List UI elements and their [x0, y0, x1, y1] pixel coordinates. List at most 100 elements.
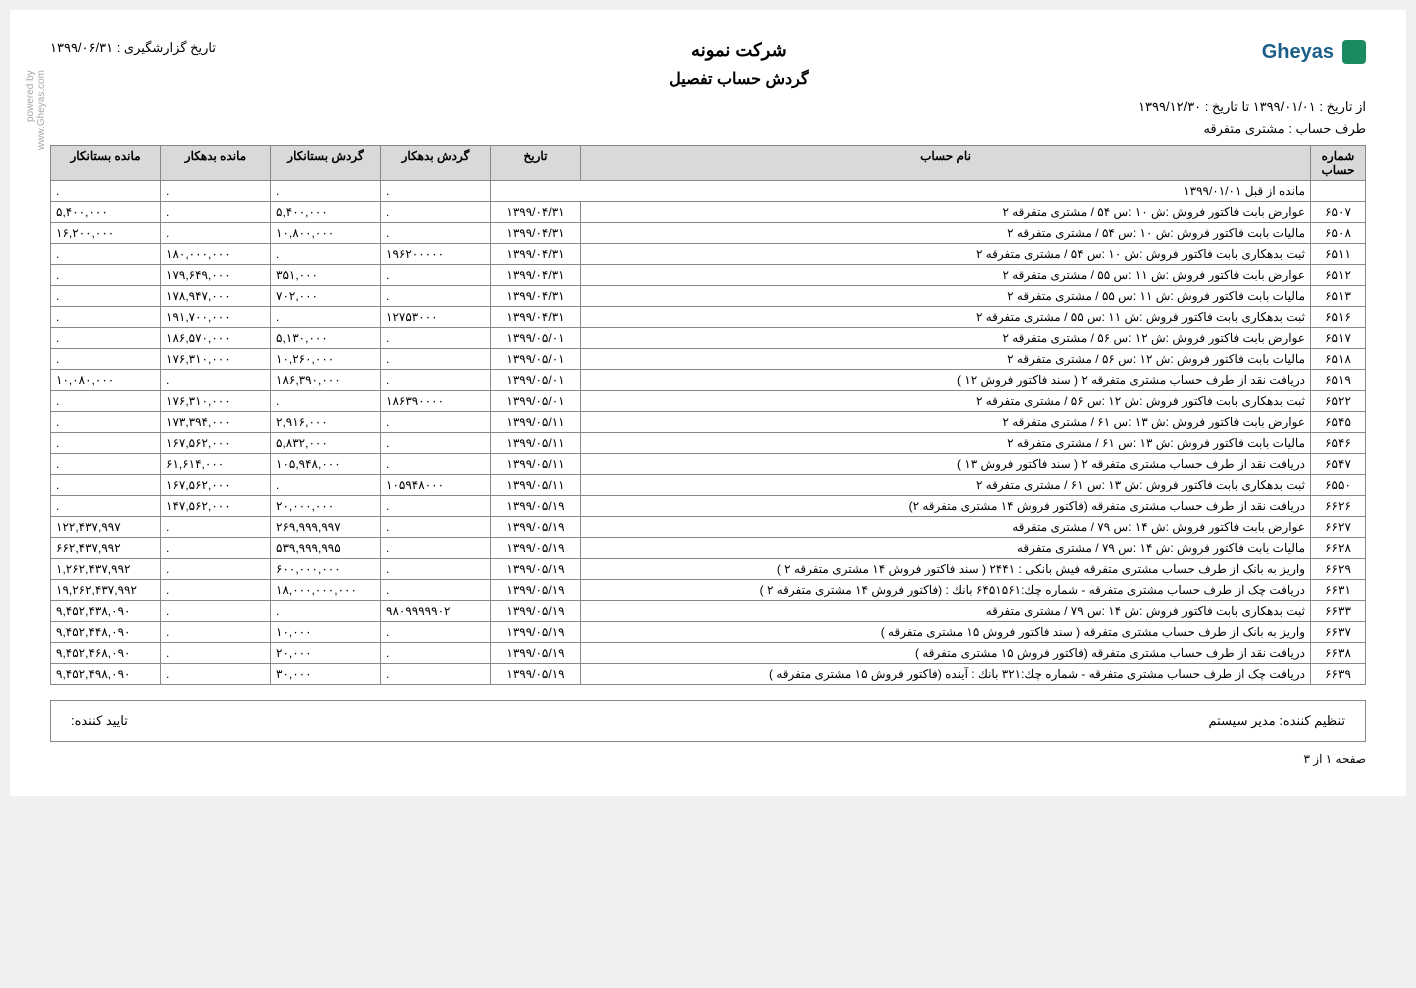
cell-cb: ۱۲۲,۴۳۷,۹۹۷ [51, 517, 161, 538]
cell-ct: . [271, 391, 381, 412]
cell-cb: ۱,۲۶۲,۴۳۷,۹۹۲ [51, 559, 161, 580]
cell-db: ۱۷۶,۳۱۰,۰۰۰ [161, 391, 271, 412]
opening-cb: . [51, 181, 161, 202]
cell-date: ۱۳۹۹/۰۴/۳۱ [491, 307, 581, 328]
cell-ct: ۱۰,۸۰۰,۰۰۰ [271, 223, 381, 244]
cell-dt: . [381, 559, 491, 580]
cell-no: ۶۵۰۸ [1311, 223, 1366, 244]
cell-name: عوارض بابت فاکتور فروش :ش ۱۰ :س ۵۴ / مشت… [581, 202, 1311, 223]
cell-no: ۶۶۳۸ [1311, 643, 1366, 664]
cell-no: ۶۵۴۵ [1311, 412, 1366, 433]
cell-date: ۱۳۹۹/۰۵/۰۱ [491, 391, 581, 412]
cell-date: ۱۳۹۹/۰۵/۱۹ [491, 622, 581, 643]
table-row: ۶۶۲۹واریز به بانک از طرف حساب مشتری متفر… [51, 559, 1366, 580]
header: Gheyas شرکت نمونه گردش حساب تفصیل تاریخ … [50, 40, 1366, 89]
cell-ct: . [271, 307, 381, 328]
table-row: ۶۵۱۳مالیات بابت فاکتور فروش :ش ۱۱ :س ۵۵ … [51, 286, 1366, 307]
cell-dt: . [381, 202, 491, 223]
cell-dt: . [381, 349, 491, 370]
cell-dt: . [381, 622, 491, 643]
powered-by: powered by www.Gheyas.com [25, 70, 47, 150]
table-row: ۶۵۵۰ثبت بدهکاری بابت فاکتور فروش :ش ۱۳ :… [51, 475, 1366, 496]
cell-db: ۱۷۶,۳۱۰,۰۰۰ [161, 349, 271, 370]
cell-name: دریافت چک از طرف حساب مشتری متفرقه - شما… [581, 580, 1311, 601]
preparer: تنظیم کننده: مدیر سیستم [1209, 713, 1346, 729]
cell-dt: . [381, 412, 491, 433]
table-row: ۶۵۲۲ثبت بدهکاری بابت فاکتور فروش :ش ۱۲ :… [51, 391, 1366, 412]
cell-ct: ۲۰,۰۰۰ [271, 643, 381, 664]
cell-dt: . [381, 265, 491, 286]
cell-name: مالیات بابت فاکتور فروش :ش ۱۳ :س ۶۱ / مش… [581, 433, 1311, 454]
cell-cb: . [51, 496, 161, 517]
cell-ct: . [271, 475, 381, 496]
cell-dt: . [381, 580, 491, 601]
ledger-table: شماره حساب نام حساب تاریخ گردش بدهکار گر… [50, 145, 1366, 685]
cell-db: . [161, 202, 271, 223]
cell-name: مالیات بابت فاکتور فروش :ش ۱۰ :س ۵۴ / مش… [581, 223, 1311, 244]
cell-date: ۱۳۹۹/۰۵/۱۱ [491, 433, 581, 454]
header-row: شماره حساب نام حساب تاریخ گردش بدهکار گر… [51, 146, 1366, 181]
cell-db: . [161, 517, 271, 538]
table-row: ۶۶۲۶دریافت نقد از طرف حساب مشتری متفرقه … [51, 496, 1366, 517]
cell-ct: . [271, 601, 381, 622]
table-row: ۶۵۰۸مالیات بابت فاکتور فروش :ش ۱۰ :س ۵۴ … [51, 223, 1366, 244]
cell-cb: ۱۹,۲۶۲,۴۳۷,۹۹۲ [51, 580, 161, 601]
cell-db: . [161, 370, 271, 391]
col-debit-turn: گردش بدهکار [381, 146, 491, 181]
cell-no: ۶۵۱۱ [1311, 244, 1366, 265]
cell-db: ۱۹۱,۷۰۰,۰۰۰ [161, 307, 271, 328]
cell-no: ۶۵۵۰ [1311, 475, 1366, 496]
cell-ct: ۳۰,۰۰۰ [271, 664, 381, 685]
account-party: طرف حساب : مشتری متفرقه [50, 121, 1366, 137]
cell-date: ۱۳۹۹/۰۵/۱۹ [491, 601, 581, 622]
cell-no: ۶۵۴۶ [1311, 433, 1366, 454]
cell-db: ۱۷۳,۳۹۴,۰۰۰ [161, 412, 271, 433]
title-block: شرکت نمونه گردش حساب تفصیل [216, 40, 1262, 89]
cell-cb: . [51, 328, 161, 349]
cell-dt: . [381, 223, 491, 244]
logo: Gheyas [1262, 40, 1366, 64]
col-acc-name: نام حساب [581, 146, 1311, 181]
table-row: ۶۵۱۲عوارض بابت فاکتور فروش :ش ۱۱ :س ۵۵ /… [51, 265, 1366, 286]
cell-db: . [161, 538, 271, 559]
cell-dt: . [381, 286, 491, 307]
cell-name: دریافت چک از طرف حساب مشتری متفرقه - شما… [581, 664, 1311, 685]
table-row: ۶۵۱۹دریافت نقد از طرف حساب مشتری متفرقه … [51, 370, 1366, 391]
table-row: ۶۵۱۷عوارض بابت فاکتور فروش :ش ۱۲ :س ۵۶ /… [51, 328, 1366, 349]
cell-date: ۱۳۹۹/۰۴/۳۱ [491, 202, 581, 223]
logo-text: Gheyas [1262, 41, 1334, 64]
cell-name: واریز به بانک از طرف حساب مشتری متفرقه (… [581, 622, 1311, 643]
cell-db: ۱۷۹,۶۴۹,۰۰۰ [161, 265, 271, 286]
cell-db: . [161, 559, 271, 580]
report-page: powered by www.Gheyas.com Gheyas شرکت نم… [10, 10, 1406, 796]
cell-db: . [161, 643, 271, 664]
col-date: تاریخ [491, 146, 581, 181]
cell-ct: ۱۰,۲۶۰,۰۰۰ [271, 349, 381, 370]
cell-db: . [161, 664, 271, 685]
cell-date: ۱۳۹۹/۰۵/۱۹ [491, 643, 581, 664]
cell-dt: ۱۸۶۳۹۰۰۰۰ [381, 391, 491, 412]
table-row: ۶۵۰۷عوارض بابت فاکتور فروش :ش ۱۰ :س ۵۴ /… [51, 202, 1366, 223]
powered-url: www.Gheyas.com [36, 70, 47, 150]
cell-dt: . [381, 643, 491, 664]
cell-no: ۶۶۳۱ [1311, 580, 1366, 601]
cell-ct: ۵,۱۳۰,۰۰۰ [271, 328, 381, 349]
table-row: ۶۵۱۶ثبت بدهکاری بابت فاکتور فروش :ش ۱۱ :… [51, 307, 1366, 328]
cell-date: ۱۳۹۹/۰۵/۱۹ [491, 496, 581, 517]
cell-cb: . [51, 265, 161, 286]
cell-dt: . [381, 433, 491, 454]
table-row: ۶۶۳۸دریافت نقد از طرف حساب مشتری متفرقه … [51, 643, 1366, 664]
cell-date: ۱۳۹۹/۰۵/۱۱ [491, 475, 581, 496]
cell-cb: . [51, 307, 161, 328]
cell-date: ۱۳۹۹/۰۴/۳۱ [491, 223, 581, 244]
cell-name: ثبت بدهکاری بابت فاکتور فروش :ش ۱۴ :س ۷۹… [581, 601, 1311, 622]
cell-name: مالیات بابت فاکتور فروش :ش ۱۱ :س ۵۵ / مش… [581, 286, 1311, 307]
cell-no: ۶۶۳۹ [1311, 664, 1366, 685]
cell-dt: . [381, 517, 491, 538]
cell-date: ۱۳۹۹/۰۴/۳۱ [491, 286, 581, 307]
cell-name: مالیات بابت فاکتور فروش :ش ۱۲ :س ۵۶ / مش… [581, 349, 1311, 370]
cell-dt: . [381, 454, 491, 475]
cell-cb: ۵,۴۰۰,۰۰۰ [51, 202, 161, 223]
cell-dt: . [381, 538, 491, 559]
table-row: ۶۵۴۶مالیات بابت فاکتور فروش :ش ۱۳ :س ۶۱ … [51, 433, 1366, 454]
